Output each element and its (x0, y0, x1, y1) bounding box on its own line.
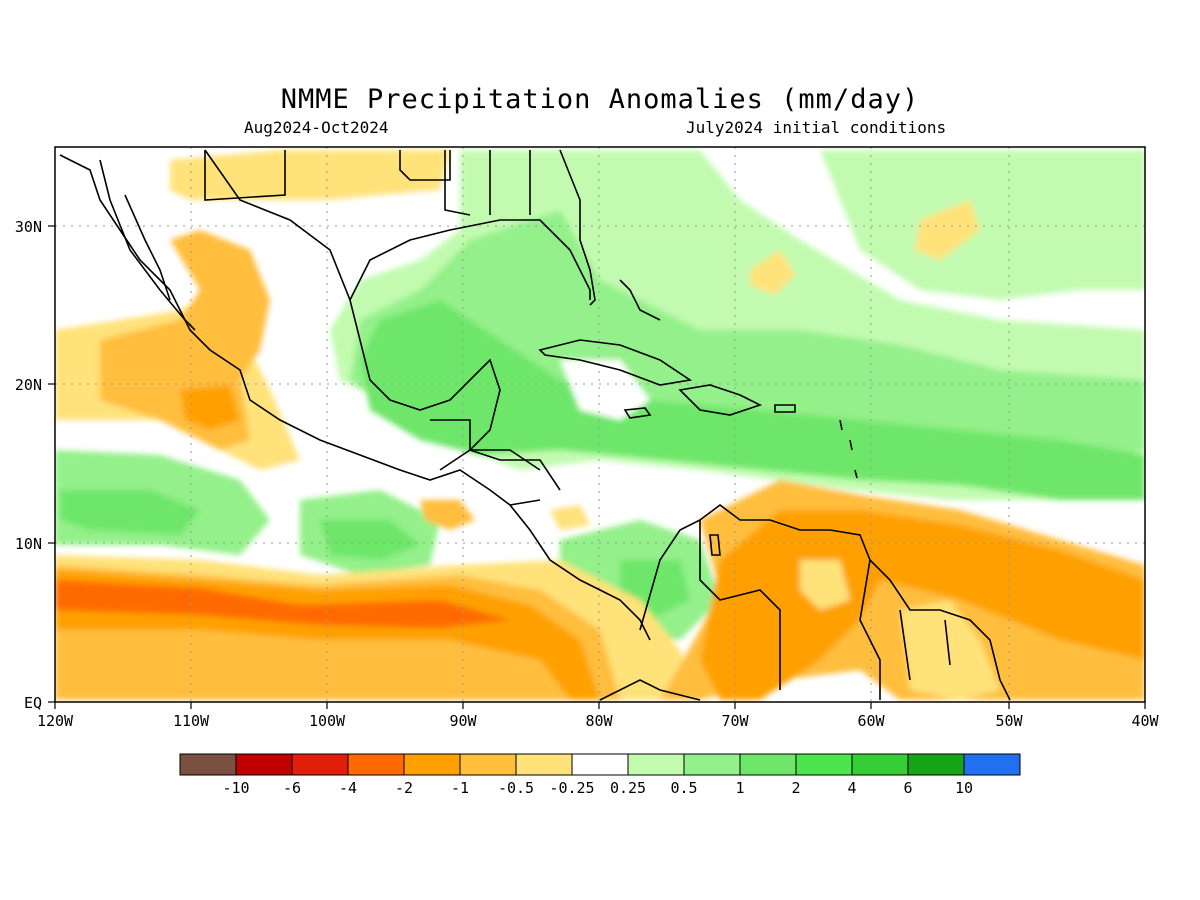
forecast-period: Aug2024-Oct2024 (244, 118, 389, 137)
legend-swatch (291, 753, 349, 776)
legend-label: 10 (955, 779, 973, 797)
x-tick-label: 40W (1131, 712, 1159, 730)
color-legend: -10 -6 -4 -2 -1 -0.5 -0.25 0.25 0.5 1 2 4 6 10 (179, 753, 1021, 797)
legend-swatch (571, 753, 629, 776)
legend-label: 1 (735, 779, 744, 797)
legend-swatch (795, 753, 853, 776)
legend-swatch (459, 753, 517, 776)
legend-label: 4 (847, 779, 856, 797)
legend-swatch (851, 753, 909, 776)
x-axis-labels: 120W 110W 100W 90W 80W 70W 60W 50W 40W (37, 712, 1160, 730)
legend-label: -0.5 (498, 779, 534, 797)
map-title: NMME Precipitation Anomalies (mm/day) (280, 84, 920, 115)
legend-label: 0.25 (610, 779, 646, 797)
x-tick-label: 60W (857, 712, 885, 730)
x-tick-label: 90W (449, 712, 477, 730)
y-tick-label: 30N (15, 218, 42, 236)
legend-label: -4 (339, 779, 357, 797)
y-tick-label: EQ (24, 694, 42, 712)
legend-swatch (403, 753, 461, 776)
x-tick-label: 80W (585, 712, 613, 730)
legend-swatch (347, 753, 405, 776)
y-tick-label: 20N (15, 376, 42, 394)
legend-swatch (515, 753, 573, 776)
x-tick-label: 110W (173, 712, 210, 730)
legend-label: -2 (395, 779, 413, 797)
legend-swatch (739, 753, 797, 776)
tick-marks (48, 225, 1146, 709)
legend-label: -10 (222, 779, 249, 797)
legend-label: -0.25 (549, 779, 594, 797)
anomaly-field (55, 147, 1145, 702)
initial-conditions: July2024 initial conditions (686, 118, 947, 137)
coastlines (59, 149, 1011, 701)
map-frame (54, 146, 1146, 703)
legend-swatch (683, 753, 741, 776)
legend-label: 2 (791, 779, 800, 797)
x-tick-label: 70W (721, 712, 749, 730)
legend-swatch (179, 753, 237, 776)
gridlines (55, 147, 1145, 702)
y-tick-label: 10N (15, 535, 42, 553)
x-tick-label: 100W (309, 712, 346, 730)
x-tick-label: 50W (995, 712, 1023, 730)
legend-swatch (235, 753, 293, 776)
y-axis-labels: EQ 10N 20N 30N (15, 218, 42, 712)
legend-swatch (907, 753, 965, 776)
legend-swatch (627, 753, 685, 776)
legend-label: -6 (283, 779, 301, 797)
legend-swatch (963, 753, 1021, 776)
x-tick-label: 120W (37, 712, 74, 730)
legend-label: 6 (903, 779, 912, 797)
legend-label: 0.5 (670, 779, 697, 797)
legend-label: -1 (451, 779, 469, 797)
